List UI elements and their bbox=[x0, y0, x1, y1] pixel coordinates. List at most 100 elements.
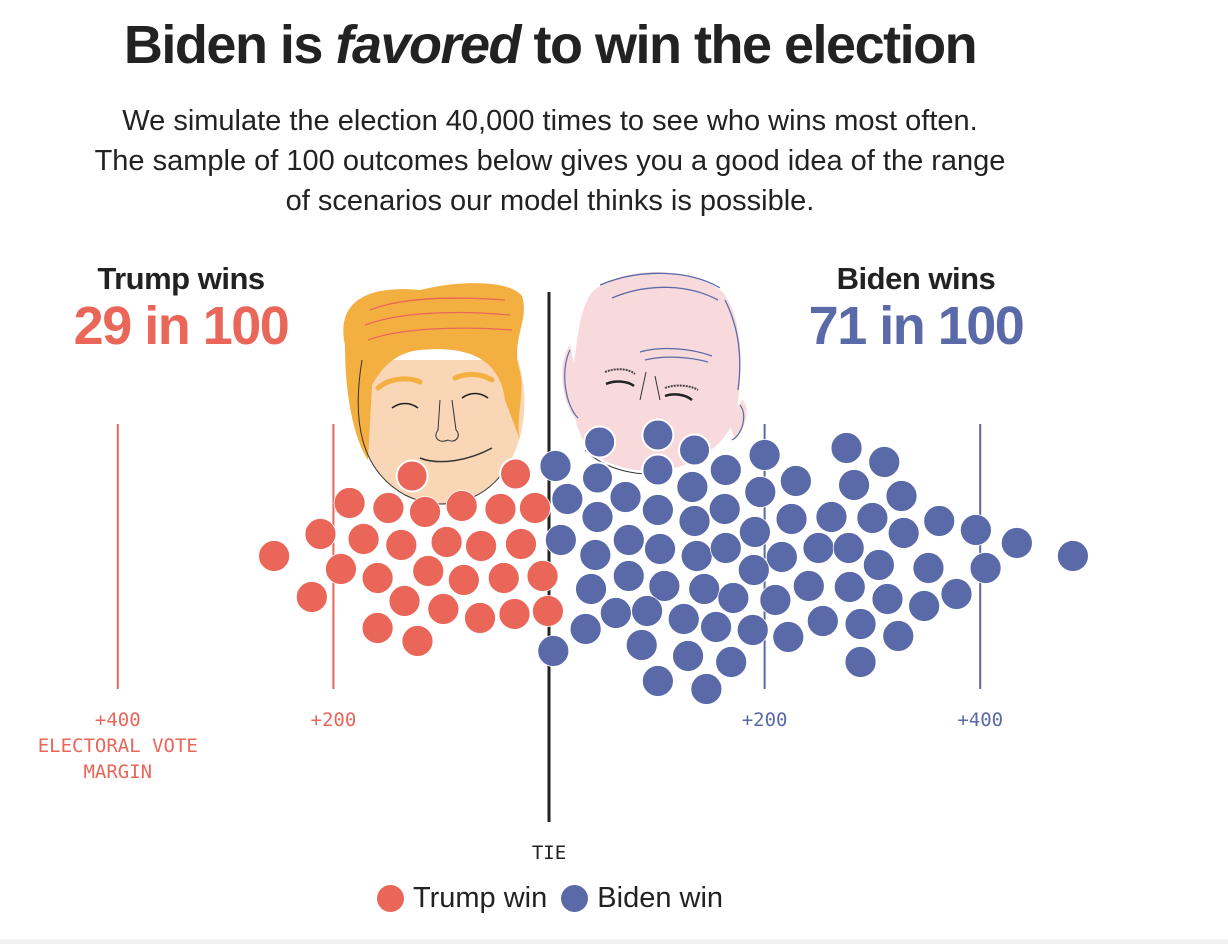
biden-outcome-dot bbox=[544, 524, 577, 556]
title-emphasis: favored bbox=[335, 15, 521, 75]
trump-outcome-dot bbox=[464, 602, 496, 634]
subtitle-line: We simulate the election 40,000 times to… bbox=[122, 105, 978, 137]
biden-outcome-dot bbox=[806, 605, 839, 637]
trump-outcome-dot bbox=[347, 523, 380, 555]
biden-outcome-dot bbox=[688, 573, 721, 605]
trump-outcome-dot bbox=[333, 487, 366, 519]
trump-odds: 29 in 100 bbox=[73, 296, 290, 356]
biden-outcome-dot bbox=[969, 552, 1002, 584]
biden-odds: 71 in 100 bbox=[808, 296, 1025, 356]
trump-dot-icon bbox=[376, 885, 404, 912]
trump-outcome-dot bbox=[505, 528, 537, 560]
biden-outcome-dot bbox=[923, 505, 956, 537]
biden-outcome-dot bbox=[862, 549, 895, 581]
legend: Trump win Biden win bbox=[0, 882, 1100, 920]
biden-outcome-dot bbox=[631, 595, 663, 627]
legend-item-trump: Trump win bbox=[376, 882, 548, 915]
subtitle: We simulate the election 40,000 times to… bbox=[0, 101, 1100, 221]
biden-outcome-dot bbox=[832, 532, 865, 564]
trump-outcome-dot bbox=[498, 598, 531, 630]
subtitle-line: The sample of 100 outcomes below gives y… bbox=[94, 145, 1006, 177]
trump-face-icon bbox=[343, 283, 525, 505]
biden-outcome-dot bbox=[672, 640, 704, 672]
trump-outcome-dot bbox=[395, 459, 429, 493]
trump-outcome-dot bbox=[258, 540, 291, 572]
biden-outcome-dot bbox=[581, 501, 614, 533]
biden-outcome-dot bbox=[581, 461, 615, 495]
trump-outcome-dot bbox=[445, 490, 478, 522]
biden-outcome-dot bbox=[815, 501, 848, 533]
biden-wins-label: Biden wins bbox=[836, 261, 996, 296]
trump-outcome-dot bbox=[304, 518, 337, 550]
biden-outcome-dot bbox=[599, 597, 632, 629]
tick-label: +200 bbox=[311, 709, 357, 731]
biden-outcome-dot bbox=[736, 614, 769, 646]
biden-outcome-dot bbox=[569, 613, 602, 645]
biden-outcome-dot bbox=[700, 611, 732, 643]
trump-wins-label: Trump wins bbox=[97, 261, 265, 296]
biden-outcome-dot bbox=[1057, 540, 1089, 572]
biden-outcome-dot bbox=[583, 425, 617, 459]
biden-dot-icon bbox=[561, 885, 589, 912]
tick-label: +200 bbox=[742, 709, 788, 731]
biden-outcome-dot bbox=[885, 480, 918, 512]
biden-outcome-dot bbox=[940, 578, 973, 610]
biden-outcome-dot bbox=[678, 505, 711, 537]
biden-outcome-dot bbox=[912, 552, 945, 584]
trump-outcome-dot bbox=[361, 562, 394, 594]
biden-outcome-dot bbox=[959, 514, 992, 546]
trump-outcome-dot bbox=[412, 555, 445, 587]
biden-outcome-dot bbox=[708, 493, 741, 525]
page-title: Biden is favored to win the election bbox=[0, 14, 1100, 76]
biden-outcome-dot bbox=[830, 432, 863, 464]
biden-outcome-dot bbox=[709, 532, 742, 564]
biden-outcome-dot bbox=[844, 608, 877, 640]
trump-outcome-dot bbox=[487, 562, 520, 594]
biden-outcome-dot bbox=[792, 570, 825, 602]
biden-outcome-dot bbox=[678, 433, 712, 467]
biden-outcome-dot bbox=[539, 450, 572, 482]
biden-outcome-dot bbox=[844, 646, 877, 678]
biden-outcome-dot bbox=[625, 629, 658, 661]
biden-outcome-dot bbox=[551, 483, 584, 515]
biden-outcome-dot bbox=[887, 517, 920, 549]
biden-outcome-dot bbox=[609, 481, 642, 513]
biden-outcome-dot bbox=[709, 454, 742, 486]
legend-label-trump: Trump win bbox=[412, 882, 548, 914]
biden-outcome-dot bbox=[908, 590, 941, 622]
trump-outcome-dot bbox=[499, 457, 533, 491]
trump-outcome-dot bbox=[532, 595, 564, 627]
trump-outcome-dot bbox=[484, 493, 517, 525]
biden-outcome-dot bbox=[641, 665, 674, 697]
biden-outcome-dot bbox=[667, 603, 700, 635]
biden-outcome-dot bbox=[744, 476, 777, 508]
biden-outcome-dot bbox=[680, 540, 713, 572]
biden-outcome-dot bbox=[759, 584, 792, 616]
trump-outcome-dot bbox=[295, 581, 328, 613]
dots-layer bbox=[258, 418, 1089, 705]
trump-outcome-dot bbox=[465, 530, 497, 562]
biden-outcome-dot bbox=[779, 465, 812, 497]
biden-outcome-dot bbox=[612, 524, 645, 556]
tick-label: +400 bbox=[95, 709, 141, 731]
trump-outcome-dot bbox=[361, 612, 394, 644]
trump-outcome-dot bbox=[427, 593, 460, 625]
subtitle-line: of scenarios our model thinks is possibl… bbox=[285, 185, 815, 217]
biden-outcome-dot bbox=[802, 532, 835, 564]
biden-outcome-dot bbox=[579, 539, 612, 571]
biden-outcome-dot bbox=[748, 439, 781, 471]
tie-label: TIE bbox=[532, 842, 566, 864]
biden-outcome-dot bbox=[833, 571, 866, 603]
trump-outcome-dot bbox=[430, 526, 463, 558]
biden-outcome-dot bbox=[775, 503, 808, 535]
biden-outcome-dot bbox=[690, 673, 723, 705]
trump-outcome-dot bbox=[409, 496, 441, 528]
axis-title-line: MARGIN bbox=[83, 761, 152, 783]
title-part: Biden is bbox=[123, 15, 336, 75]
trump-summary: Trump wins 29 in 100 bbox=[31, 261, 331, 355]
biden-outcome-dot bbox=[717, 582, 750, 614]
biden-outcome-dot bbox=[648, 570, 681, 602]
biden-outcome-dot bbox=[737, 554, 770, 586]
biden-outcome-dot bbox=[838, 469, 870, 501]
